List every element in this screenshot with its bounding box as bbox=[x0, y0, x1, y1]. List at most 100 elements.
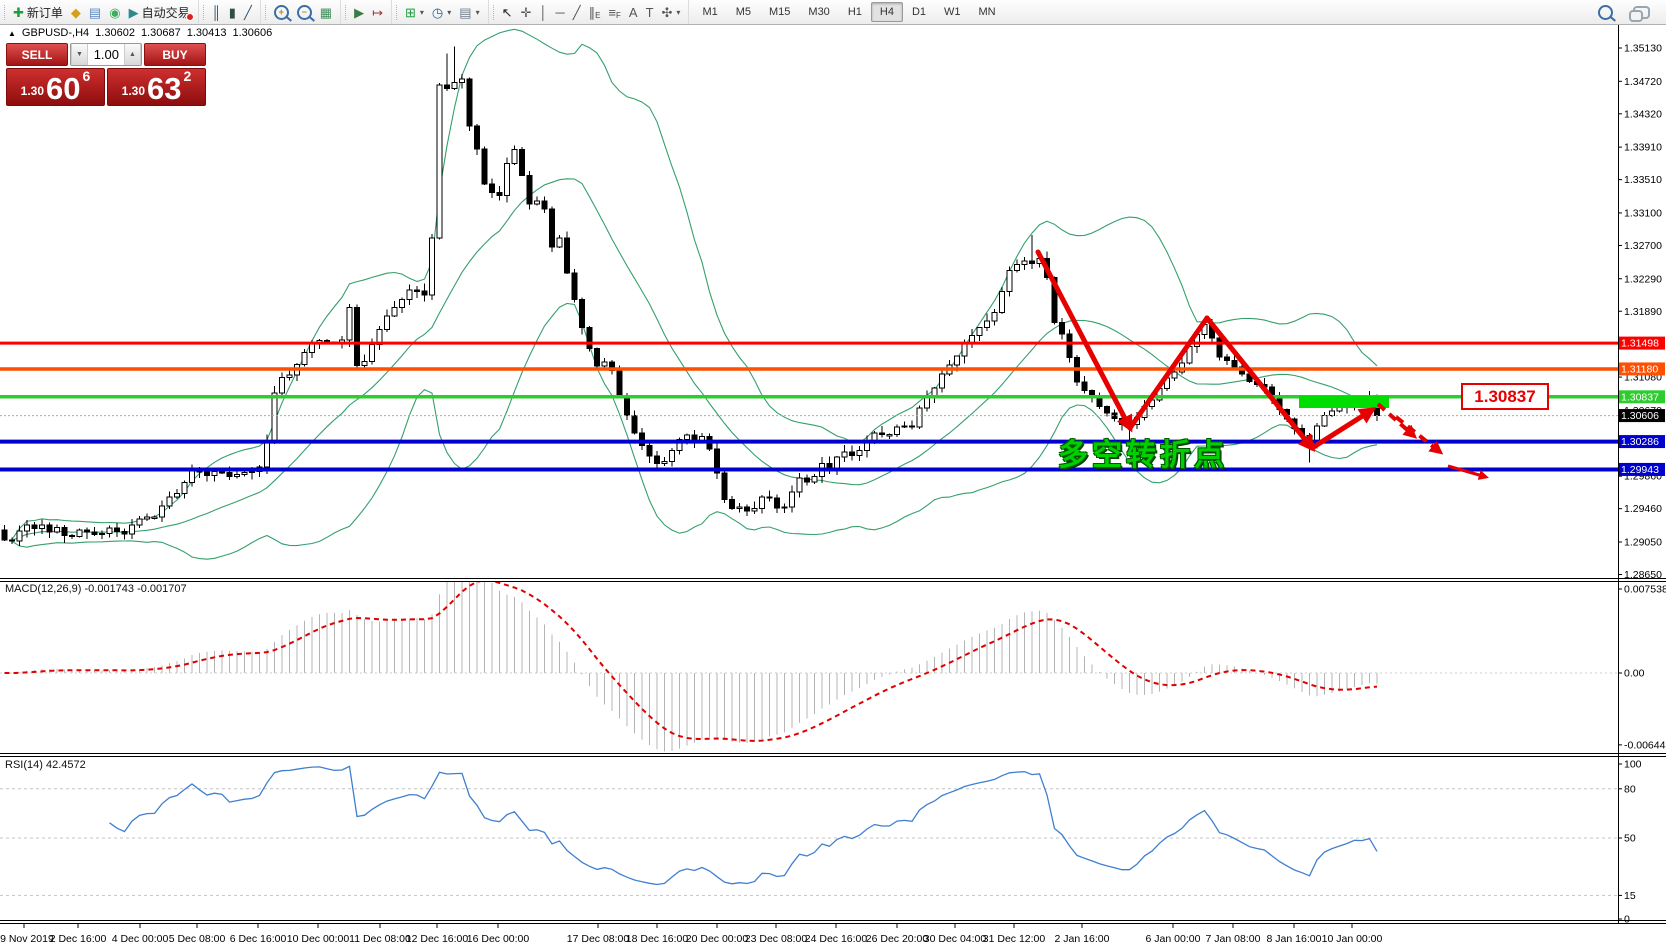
axis-price-flag bbox=[1619, 390, 1665, 404]
vertical-line-icon[interactable]: │ bbox=[539, 4, 548, 20]
bar-chart-icon[interactable]: ║ bbox=[211, 4, 221, 20]
time-tick-label: 16 Dec 00:00 bbox=[467, 933, 530, 945]
autotrading-button[interactable]: ▶ 自动交易 bbox=[125, 2, 194, 23]
horizontal-line-icon[interactable]: ─ bbox=[555, 4, 565, 20]
macd-title: MACD(12,26,9) bbox=[5, 583, 82, 595]
zoom-in-icon[interactable]: + bbox=[270, 3, 293, 22]
arrows-tool-icon[interactable]: ✣ ▾ bbox=[661, 4, 681, 20]
highlight-rectangle[interactable] bbox=[1299, 396, 1389, 408]
volume-stepper: ▼ 1.00 ▲ bbox=[70, 43, 142, 66]
forecast-dashed-arrow-1[interactable] bbox=[1376, 402, 1418, 439]
price-tick-label: 1.29460 bbox=[1624, 503, 1662, 515]
timeframe-d1[interactable]: D1 bbox=[911, 6, 926, 18]
buy-button[interactable]: BUY bbox=[144, 43, 206, 66]
rsi-tick-label: 100 bbox=[1624, 759, 1642, 771]
timeframe-m1[interactable]: M1 bbox=[702, 6, 718, 18]
time-tick-label: 6 Jan 00:00 bbox=[1146, 933, 1201, 945]
drawing-group: ↖ ✛ │ ─ ╱ ∥ E ≡ F A T ✣ ▾ bbox=[489, 0, 690, 24]
marketwatch-icon[interactable]: ◆ bbox=[70, 4, 81, 20]
tile-windows-icon[interactable]: ▦ bbox=[319, 4, 333, 20]
price-tick-label: 1.28650 bbox=[1624, 569, 1662, 581]
macd-axis[interactable]: 0.007538 0.00 -0.006446 bbox=[1618, 584, 1666, 752]
macd-value-main: -0.001743 bbox=[84, 583, 135, 595]
rsi-label: RSI(14) 42.4572 bbox=[5, 759, 86, 771]
forecast-small-arrow[interactable] bbox=[1447, 464, 1489, 480]
cursor-icon[interactable]: ↖ bbox=[501, 4, 513, 20]
axis-price-flag-label: 1.29943 bbox=[1621, 464, 1659, 476]
text-tool-icon[interactable]: A bbox=[628, 4, 638, 20]
time-tick-label: 20 Dec 00:00 bbox=[686, 933, 749, 945]
timeframe-h4[interactable]: H4 bbox=[870, 2, 903, 22]
time-tick-label: 31 Dec 12:00 bbox=[983, 933, 1046, 945]
panel-collapse-icon[interactable]: ▲ bbox=[8, 28, 16, 38]
rsi-pane bbox=[0, 765, 1618, 896]
fibonacci-icon[interactable]: ≡ F bbox=[608, 4, 621, 21]
price-tick-label: 1.29050 bbox=[1624, 537, 1662, 549]
price-tick-label: 1.34320 bbox=[1624, 108, 1662, 120]
forecast-dashed-arrow-2[interactable] bbox=[1394, 415, 1444, 455]
volume-up-button[interactable]: ▲ bbox=[124, 44, 141, 65]
sell-price-button[interactable]: 1.30 60 6 bbox=[6, 68, 105, 106]
axis-price-flag-label: 1.30606 bbox=[1621, 410, 1659, 422]
volume-down-button[interactable]: ▼ bbox=[71, 44, 88, 65]
scroll-group: ▶ ↦ bbox=[341, 0, 392, 24]
crosshair-icon[interactable]: ✛ bbox=[520, 4, 532, 20]
price-tick-label: 1.35130 bbox=[1624, 43, 1662, 55]
data-window-icon[interactable]: ▤ bbox=[88, 4, 102, 20]
price-axis[interactable]: 1.35130 1.34720 1.34320 1.33910 1.33510 1.331… bbox=[1618, 43, 1665, 582]
insert-group: ⊞ ▾ ◷ ▾ ▤ ▾ bbox=[392, 0, 489, 24]
zoom-out-icon[interactable]: − bbox=[293, 3, 316, 22]
trend-zigzag[interactable] bbox=[1035, 249, 1377, 452]
symbol-name: GBPUSD-,H4 bbox=[21, 27, 90, 39]
sell-button[interactable]: SELL bbox=[6, 43, 68, 66]
rsi-title: RSI(14) bbox=[5, 759, 43, 771]
sell-price-pip: 6 bbox=[82, 68, 91, 84]
candlestick-chart-icon[interactable]: ▮ bbox=[228, 4, 236, 20]
templates-button[interactable]: ▤ ▾ bbox=[459, 4, 480, 20]
level-price-callout: 1.30837 bbox=[1461, 383, 1549, 410]
timeframe-m5[interactable]: M5 bbox=[735, 6, 751, 18]
equidistant-channel-icon[interactable]: ∥ E bbox=[588, 4, 601, 21]
chart-type-group: ║ ▮ ╱ bbox=[199, 0, 261, 24]
timeframe-mn[interactable]: MN bbox=[978, 6, 996, 18]
axis-price-flag bbox=[1619, 362, 1665, 376]
trendline-icon[interactable]: ╱ bbox=[572, 4, 581, 20]
text-label-icon[interactable]: T bbox=[645, 4, 654, 20]
rsi-axis[interactable]: 100 80 50 15 0 bbox=[1618, 759, 1642, 926]
navigator-icon[interactable]: ◉ bbox=[109, 4, 121, 20]
macd-tick-label: 0.00 bbox=[1624, 668, 1645, 680]
time-tick-label: 10 Dec 00:00 bbox=[287, 933, 350, 945]
rsi-tick-label: 50 bbox=[1624, 833, 1636, 845]
chart-shift-icon[interactable]: ↦ bbox=[372, 4, 383, 20]
buy-price-big: 63 bbox=[147, 71, 182, 106]
toolbar: ✚ 新订单 ◆ ▤ ◉ ▶ 自动交易 ║ ▮ ╱ + − ▦ ▶ ↦ ⊞ ▾ ◷ ▾ ▤ ▾ ↖ ✛ │ ─ ╱ ∥ E ≡ F A T ✣ ▾ … bbox=[0, 0, 1666, 25]
chat-icon[interactable] bbox=[1629, 4, 1654, 22]
auto-scroll-icon[interactable]: ▶ bbox=[354, 4, 365, 20]
timeframe-w1[interactable]: W1 bbox=[944, 6, 961, 18]
volume-value[interactable]: 1.00 bbox=[93, 47, 119, 62]
buy-price-pip: 2 bbox=[183, 68, 192, 84]
bollinger-bands bbox=[11, 28, 1378, 560]
axis-price-flag bbox=[1619, 409, 1665, 423]
periods-button[interactable]: ◷ ▾ bbox=[431, 4, 452, 20]
search-icon[interactable] bbox=[1594, 3, 1617, 22]
buy-price-button[interactable]: 1.30 63 2 bbox=[107, 68, 206, 106]
timeframe-m30[interactable]: M30 bbox=[808, 6, 830, 18]
line-chart-icon[interactable]: ╱ bbox=[243, 4, 252, 20]
time-tick-label: 29 Nov 2019 bbox=[0, 933, 54, 945]
timeframe-m15[interactable]: M15 bbox=[769, 6, 791, 18]
time-tick-label: 17 Dec 08:00 bbox=[567, 933, 630, 945]
new-order-button[interactable]: ✚ 新订单 bbox=[13, 4, 63, 20]
macd-value-signal: -0.001707 bbox=[137, 583, 187, 595]
axis-price-flag bbox=[1619, 462, 1665, 476]
axis-price-flag-label: 1.31180 bbox=[1621, 363, 1658, 375]
ohlc-open: 1.30602 bbox=[95, 27, 135, 39]
ohlc-close: 1.30606 bbox=[232, 27, 273, 39]
indicators-button[interactable]: ⊞ ▾ bbox=[404, 4, 424, 20]
timeframe-h1[interactable]: H1 bbox=[847, 6, 862, 18]
time-tick-label: 10 Jan 00:00 bbox=[1322, 933, 1383, 945]
time-tick-label: 8 Jan 16:00 bbox=[1267, 933, 1322, 945]
